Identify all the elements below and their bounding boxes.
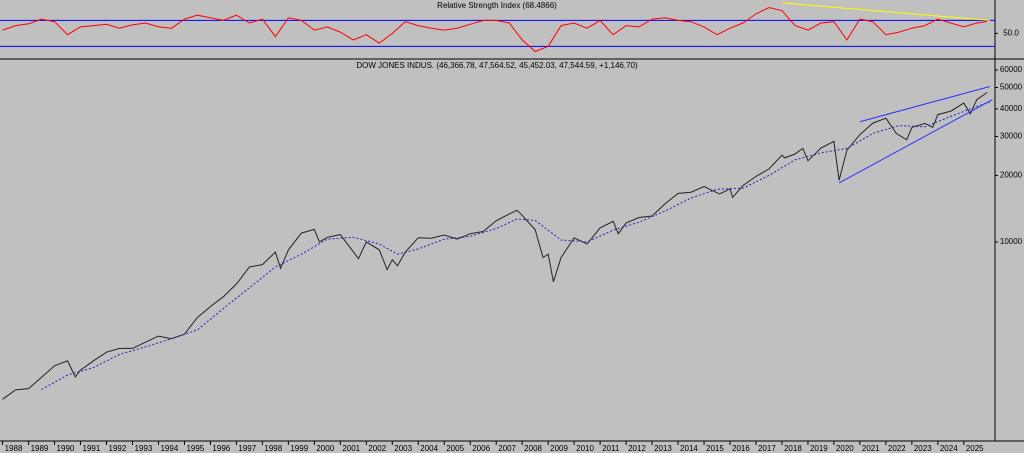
trend-line xyxy=(781,2,990,21)
x-tick-label: 2018 xyxy=(784,444,802,453)
x-tick-label: 2012 xyxy=(628,444,646,453)
x-tick-label: 2016 xyxy=(732,444,750,453)
x-tick-label: 2014 xyxy=(680,444,698,453)
x-tick-label: 2005 xyxy=(446,444,464,453)
x-tick-label: 1999 xyxy=(290,444,308,453)
y-tick-label: 50.0 xyxy=(1003,28,1019,37)
x-tick-label: 2004 xyxy=(420,444,438,453)
moving-average-line xyxy=(41,101,990,390)
x-tick-label: 1989 xyxy=(31,444,49,453)
x-tick-label: 2019 xyxy=(810,444,828,453)
y-tick-label: 20000 xyxy=(1000,171,1023,180)
x-tick-label: 2023 xyxy=(914,444,932,453)
x-tick-label: 2011 xyxy=(602,444,620,453)
x-tick-label: 2021 xyxy=(862,444,880,453)
x-tick-label: 1992 xyxy=(109,444,127,453)
x-tick-label: 1993 xyxy=(134,444,152,453)
price-title: DOW JONES INDUS. (46,366.78, 47,564.52, … xyxy=(356,61,638,70)
x-tick-label: 1996 xyxy=(212,444,230,453)
y-tick-label: 40000 xyxy=(1000,104,1023,113)
x-tick-label: 2006 xyxy=(472,444,490,453)
rsi-title: Relative Strength Index (68.4866) xyxy=(437,1,557,10)
y-tick-label: 60000 xyxy=(1000,65,1023,74)
x-tick-label: 2010 xyxy=(576,444,594,453)
y-tick-label: 30000 xyxy=(1000,132,1023,141)
x-tick-label: 2003 xyxy=(394,444,412,453)
x-tick-label: 2024 xyxy=(940,444,958,453)
x-tick-label: 2009 xyxy=(550,444,568,453)
x-tick-label: 2013 xyxy=(654,444,672,453)
x-tick-label: 1997 xyxy=(238,444,256,453)
x-tick-label: 1995 xyxy=(186,444,204,453)
x-tick-label: 2001 xyxy=(342,444,360,453)
x-tick-label: 2020 xyxy=(836,444,854,453)
x-tick-label: 2002 xyxy=(368,444,386,453)
x-tick-label: 1998 xyxy=(264,444,282,453)
x-tick-label: 1990 xyxy=(57,444,75,453)
x-tick-label: 2022 xyxy=(888,444,906,453)
x-tick-label: 2008 xyxy=(524,444,542,453)
x-tick-label: 1994 xyxy=(160,444,178,453)
y-tick-label: 50000 xyxy=(1000,83,1023,92)
data-line xyxy=(2,91,988,400)
x-tick-label: 2017 xyxy=(758,444,776,453)
y-tick-label: 10000 xyxy=(1000,237,1023,246)
x-tick-label: 1988 xyxy=(5,444,23,453)
trend-line xyxy=(859,86,990,123)
x-tick-label: 2015 xyxy=(706,444,724,453)
x-tick-label: 1991 xyxy=(83,444,101,453)
data-line xyxy=(2,6,988,53)
x-tick-label: 2007 xyxy=(498,444,516,453)
trend-line xyxy=(838,99,993,184)
x-tick-label: 2025 xyxy=(966,444,984,453)
x-tick-label: 2000 xyxy=(316,444,334,453)
